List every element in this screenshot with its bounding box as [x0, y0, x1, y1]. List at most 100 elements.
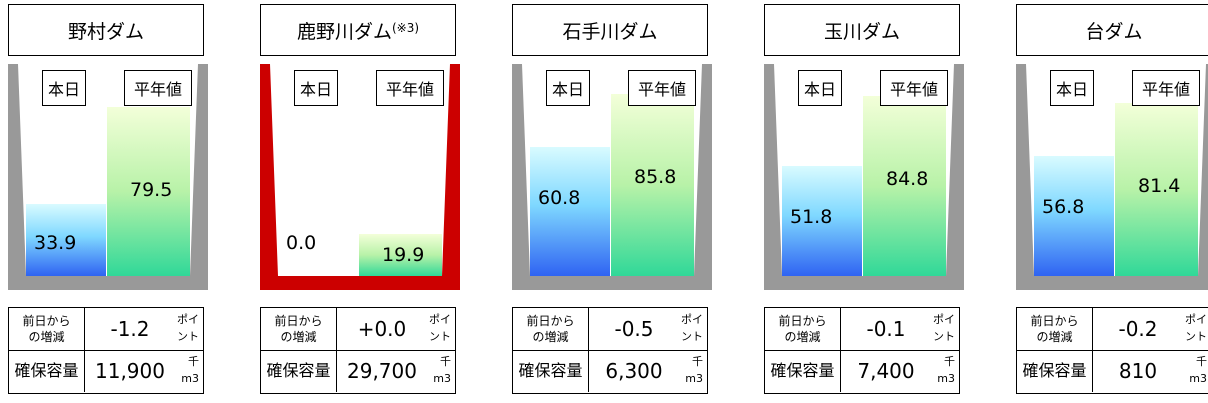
change-label-line2: の増減 [280, 330, 317, 344]
today-value: 56.8 [1042, 195, 1085, 218]
dam-title: 石手川ダム [512, 4, 708, 56]
capacity-unit-line2: m3 [937, 372, 955, 385]
today-level-bar [1034, 155, 1114, 276]
capacity-unit-line1: 千 [692, 355, 703, 368]
dam-title: 鹿野川ダム (※3) [260, 4, 456, 56]
capacity-unit: 千 m3 [171, 353, 199, 387]
change-label-line1: 前日から [778, 314, 827, 328]
today-label: 本日 [546, 70, 590, 106]
today-value: 60.8 [538, 187, 581, 210]
dam-title: 野村ダム [8, 4, 204, 56]
dam-card: 石手川ダム 本日 平年値 60.8 85.8 前日から の増減 -0.5 ポイ [504, 0, 712, 403]
capacity-label: 確保容量 [261, 350, 337, 392]
average-value: 84.8 [886, 168, 929, 191]
change-label-line1: 前日から [22, 314, 71, 328]
capacity-value: 11,900 [95, 359, 165, 383]
stats-table: 前日から の増減 +0.0 ポイ ント 確保容量 29,700 千 m3 [260, 307, 456, 394]
stats-table: 前日から の増減 -0.1 ポイ ント 確保容量 7,400 千 m3 [764, 307, 960, 394]
capacity-row: 確保容量 11,900 千 m3 [9, 350, 203, 392]
dam-name: 石手川ダム [562, 20, 658, 43]
average-label: 平年値 [124, 70, 192, 106]
dam-note: (※3) [391, 21, 420, 35]
today-level-bar [26, 204, 106, 276]
stats-table: 前日から の増減 -0.5 ポイ ント 確保容量 6,300 千 m3 [512, 307, 708, 394]
point-unit-line2: ント [1185, 330, 1207, 343]
point-unit-line2: ント [681, 330, 703, 343]
average-value: 81.4 [1138, 175, 1181, 198]
change-row: 前日から の増減 -1.2 ポイ ント [9, 308, 203, 351]
point-unit: ポイ ント [171, 311, 199, 345]
capacity-value: 29,700 [347, 359, 417, 383]
capacity-unit: 千 m3 [927, 353, 955, 387]
dam-card: 玉川ダム 本日 平年値 51.8 84.8 前日から の増減 -0.1 ポイ [756, 0, 964, 403]
reservoir-gauge: 本日 平年値 51.8 84.8 [764, 64, 964, 290]
today-label: 本日 [294, 70, 338, 106]
capacity-row: 確保容量 810 千 m3 [1017, 350, 1208, 392]
average-level-bar [863, 96, 946, 276]
capacity-unit-line2: m3 [181, 372, 199, 385]
average-value: 85.8 [634, 166, 677, 189]
capacity-value: 7,400 [857, 359, 915, 383]
average-label: 平年値 [880, 70, 948, 106]
reservoir-gauge: 本日 平年値 33.9 79.5 [8, 64, 208, 290]
today-label: 本日 [1050, 70, 1094, 106]
average-label: 平年値 [628, 70, 696, 106]
change-row: 前日から の増減 -0.1 ポイ ント [765, 308, 959, 351]
capacity-unit-line1: 千 [188, 355, 199, 368]
change-label: 前日から の増減 [765, 308, 841, 350]
average-level-bar [107, 107, 190, 276]
average-level-bar [359, 233, 442, 276]
change-label-line1: 前日から [1030, 314, 1079, 328]
change-label-line2: の増減 [1036, 330, 1073, 344]
average-value: 79.5 [130, 179, 173, 202]
change-label: 前日から の増減 [9, 308, 85, 350]
capacity-unit-line2: m3 [433, 372, 451, 385]
capacity-label: 確保容量 [9, 350, 85, 392]
reservoir-gauge: 本日 平年値 56.8 81.4 [1016, 64, 1208, 290]
change-value: -0.2 [1118, 317, 1158, 341]
capacity-unit: 千 m3 [675, 353, 703, 387]
average-level-bar [1115, 103, 1198, 276]
capacity-value: 810 [1118, 359, 1158, 383]
point-unit-line2: ント [429, 330, 451, 343]
change-value: -1.2 [110, 317, 150, 341]
change-value: -0.5 [614, 317, 654, 341]
capacity-value: 6,300 [605, 359, 663, 383]
average-label: 平年値 [376, 70, 444, 106]
today-label: 本日 [798, 70, 842, 106]
capacity-unit-line2: m3 [1189, 372, 1207, 385]
change-value: +0.0 [357, 317, 407, 341]
dam-name: 台ダム [1085, 20, 1143, 43]
dam-title: 玉川ダム [764, 4, 960, 56]
capacity-unit-line1: 千 [440, 355, 451, 368]
point-unit-line1: ポイ [681, 313, 703, 326]
point-unit-line2: ント [933, 330, 955, 343]
point-unit: ポイ ント [675, 311, 703, 345]
reservoir-gauge: 本日 平年値 60.8 85.8 [512, 64, 712, 290]
stats-table: 前日から の増減 -1.2 ポイ ント 確保容量 11,900 千 m3 [8, 307, 204, 394]
capacity-unit-line1: 千 [1196, 355, 1207, 368]
change-label-line2: の増減 [784, 330, 821, 344]
reservoir-gauge: 本日 平年値 0.0 19.9 [260, 64, 460, 290]
today-level-bar [782, 166, 862, 276]
capacity-label: 確保容量 [513, 350, 589, 392]
today-level-bar [530, 147, 610, 276]
point-unit-line1: ポイ [429, 313, 451, 326]
point-unit-line2: ント [177, 330, 199, 343]
today-label: 本日 [42, 70, 86, 106]
capacity-label: 確保容量 [765, 350, 841, 392]
point-unit: ポイ ント [927, 311, 955, 345]
capacity-unit-line1: 千 [944, 355, 955, 368]
dam-card: 野村ダム 本日 平年値 33.9 79.5 前日から の増減 -1.2 ポイ [0, 0, 208, 403]
capacity-row: 確保容量 6,300 千 m3 [513, 350, 707, 392]
dam-name: 鹿野川ダム [296, 20, 392, 43]
point-unit: ポイ ント [423, 311, 451, 345]
change-label: 前日から の増減 [1017, 308, 1093, 350]
point-unit-line1: ポイ [177, 313, 199, 326]
change-label-line2: の増減 [28, 330, 65, 344]
capacity-unit-line2: m3 [685, 372, 703, 385]
average-value: 19.9 [382, 243, 425, 266]
point-unit-line1: ポイ [933, 313, 955, 326]
capacity-label: 確保容量 [1017, 350, 1093, 392]
dam-card: 鹿野川ダム (※3) 本日 平年値 0.0 19.9 前日から の増減 +0.0 … [252, 0, 460, 403]
